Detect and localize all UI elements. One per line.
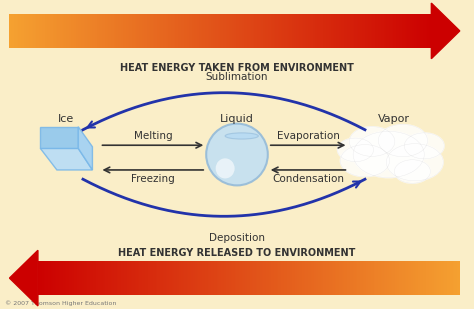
Text: Liquid: Liquid [220, 114, 254, 124]
Circle shape [386, 144, 443, 181]
Ellipse shape [216, 159, 235, 179]
Polygon shape [40, 148, 92, 170]
Text: Evaporation: Evaporation [277, 131, 339, 141]
Text: Freezing: Freezing [131, 174, 175, 184]
Text: © 2007 Thomson Higher Education: © 2007 Thomson Higher Education [5, 300, 116, 306]
Text: HEAT ENERGY TAKEN FROM ENVIRONMENT: HEAT ENERGY TAKEN FROM ENVIRONMENT [120, 63, 354, 73]
Text: HEAT ENERGY RELEASED TO ENVIRONMENT: HEAT ENERGY RELEASED TO ENVIRONMENT [118, 248, 356, 258]
Polygon shape [431, 3, 460, 59]
Circle shape [378, 125, 428, 157]
Circle shape [394, 160, 430, 183]
Circle shape [353, 131, 424, 178]
Ellipse shape [206, 124, 268, 185]
Circle shape [337, 138, 374, 162]
Text: Ice: Ice [58, 114, 74, 124]
Polygon shape [9, 250, 38, 306]
Polygon shape [78, 127, 92, 170]
Text: Sublimation: Sublimation [206, 72, 268, 82]
Ellipse shape [225, 133, 258, 139]
Text: Deposition: Deposition [209, 233, 265, 243]
Circle shape [404, 133, 444, 159]
Text: Condensation: Condensation [272, 174, 344, 184]
Polygon shape [40, 127, 78, 148]
Circle shape [349, 127, 395, 156]
Circle shape [340, 145, 390, 177]
Text: Vapor: Vapor [377, 114, 410, 124]
Text: Melting: Melting [134, 131, 172, 141]
